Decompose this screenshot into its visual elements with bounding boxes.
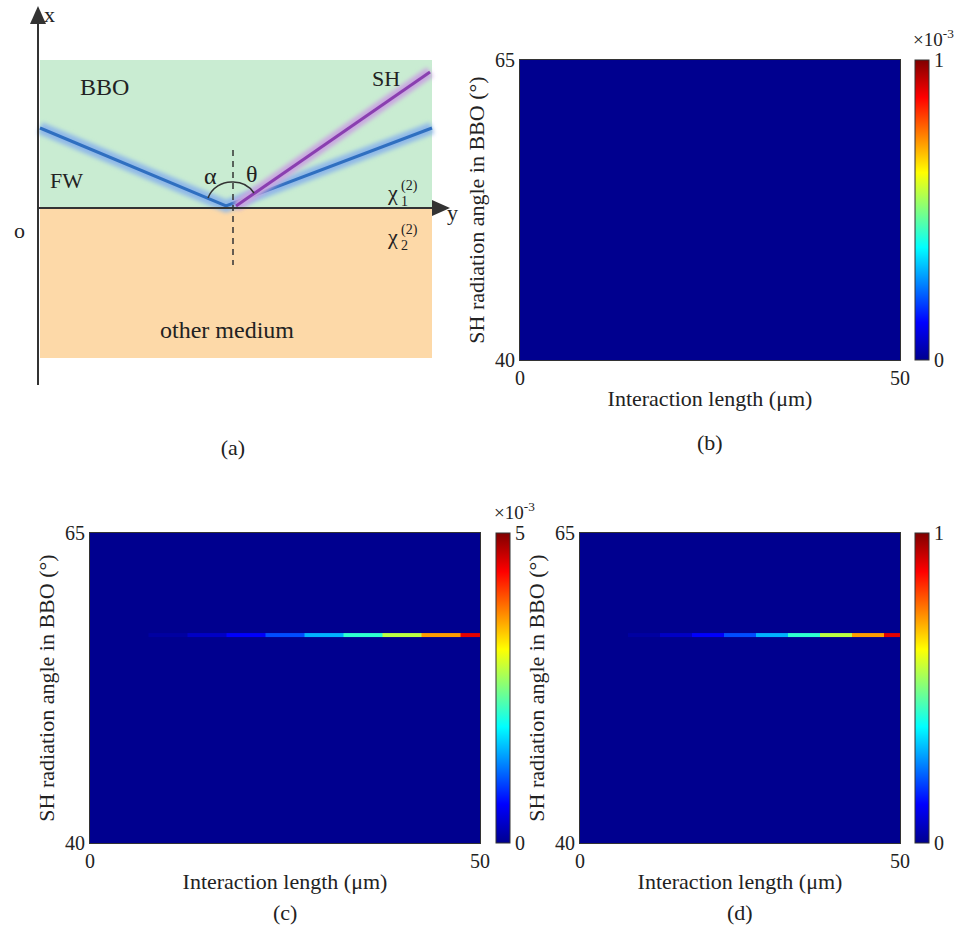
svg-text:(2): (2) <box>401 222 418 238</box>
svg-text:(c): (c) <box>273 900 297 925</box>
svg-text:(2): (2) <box>401 178 418 194</box>
svg-text:FW: FW <box>50 168 83 193</box>
svg-text:65: 65 <box>65 522 85 544</box>
svg-text:o: o <box>14 218 25 243</box>
svg-text:50: 50 <box>890 367 910 389</box>
svg-text:0: 0 <box>575 850 585 872</box>
svg-text:Interaction length (μm): Interaction length (μm) <box>183 869 388 894</box>
svg-text:Interaction length (μm): Interaction length (μm) <box>638 869 843 894</box>
svg-text:50: 50 <box>890 850 910 872</box>
svg-text:SH: SH <box>372 66 400 91</box>
svg-text:x: x <box>44 2 55 27</box>
svg-text:SH radiation angle in BBO (°): SH radiation angle in BBO (°) <box>464 76 489 343</box>
svg-text:other medium: other medium <box>160 317 294 343</box>
svg-text:Interaction length (μm): Interaction length (μm) <box>608 386 813 411</box>
svg-text:0: 0 <box>515 832 525 854</box>
svg-text:0: 0 <box>934 832 944 854</box>
svg-text:1: 1 <box>934 522 944 544</box>
svg-text:65: 65 <box>495 49 515 71</box>
svg-text:y: y <box>447 200 458 225</box>
svg-text:0: 0 <box>515 367 525 389</box>
svg-text:SH radiation angle in BBO (°): SH radiation angle in BBO (°) <box>34 554 59 821</box>
svg-text:α: α <box>204 163 217 189</box>
svg-text:40: 40 <box>495 349 515 371</box>
svg-text:65: 65 <box>555 522 575 544</box>
svg-text:SH radiation angle in BBO (°): SH radiation angle in BBO (°) <box>524 554 549 821</box>
svg-text:BBO: BBO <box>80 74 129 100</box>
svg-text:5: 5 <box>515 522 525 544</box>
svg-text:40: 40 <box>65 832 85 854</box>
svg-text:×10​-3​: ×10​-3​ <box>913 26 954 50</box>
svg-text:(a): (a) <box>221 435 245 460</box>
svg-text:χ: χ <box>387 224 398 249</box>
svg-text:×10​-3​: ×10​-3​ <box>494 499 535 523</box>
svg-text:0: 0 <box>85 850 95 872</box>
svg-text:0: 0 <box>934 349 944 371</box>
svg-text:(b): (b) <box>697 430 723 455</box>
svg-text:1: 1 <box>401 194 408 209</box>
svg-text:(d): (d) <box>727 900 753 925</box>
svg-text:θ: θ <box>246 161 258 187</box>
svg-text:χ: χ <box>387 180 398 205</box>
svg-text:1: 1 <box>934 49 944 71</box>
svg-text:40: 40 <box>555 832 575 854</box>
svg-text:50: 50 <box>470 850 490 872</box>
svg-text:2: 2 <box>401 238 408 253</box>
